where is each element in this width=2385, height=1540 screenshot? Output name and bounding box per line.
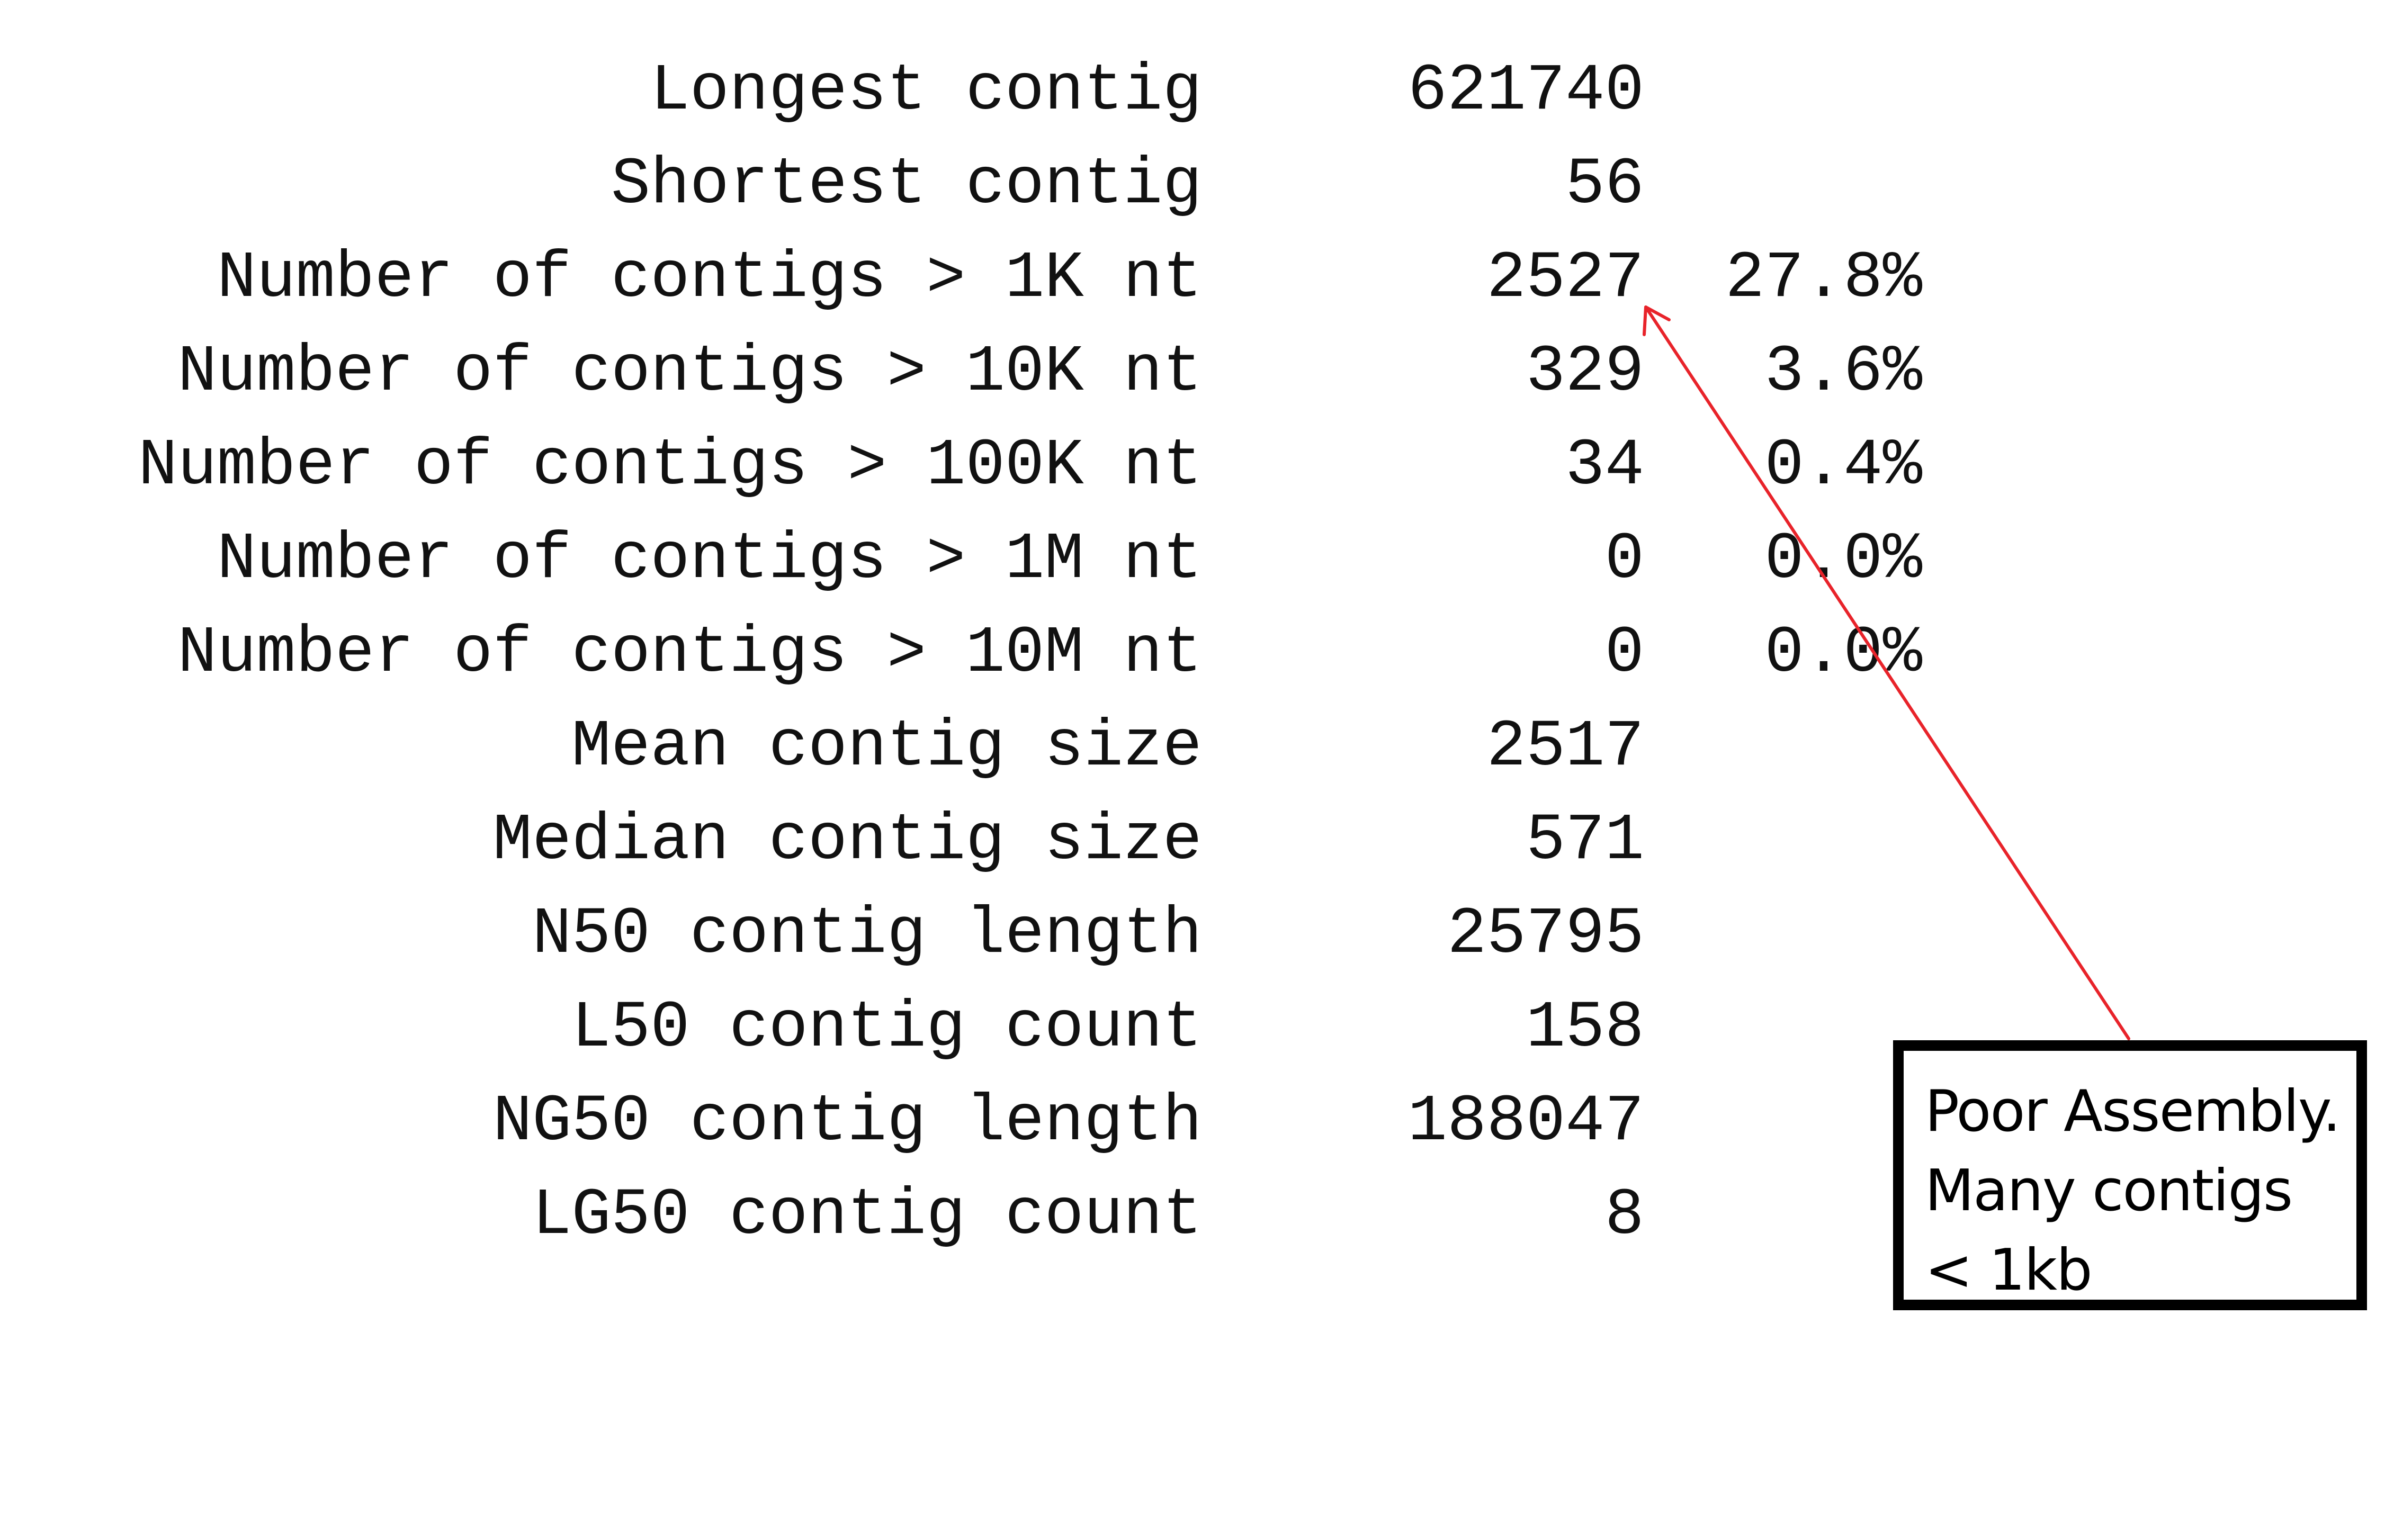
stat-label: Median contig size — [492, 804, 1202, 878]
stat-percent: 0.0% — [1764, 523, 1922, 597]
stat-label: Number of contigs > 1K nt — [217, 242, 1202, 316]
callout-text-line: < 1kb — [1925, 1237, 2093, 1303]
callout-text-line: Poor Assembly. — [1925, 1078, 2341, 1145]
stat-value: 25795 — [1447, 898, 1644, 972]
stat-label: Number of contigs > 1M nt — [217, 523, 1202, 597]
stat-label: L50 contig count — [571, 992, 1202, 1066]
stat-row: N50 contig length 25795 — [0, 888, 1959, 982]
stat-percent: 0.4% — [1764, 429, 1922, 503]
stat-value: 621740 — [1407, 55, 1644, 129]
stat-row: Median contig size 571 — [0, 795, 1959, 888]
stat-label: Mean contig size — [571, 710, 1202, 785]
stat-label: Number of contigs > 10M nt — [177, 617, 1202, 691]
stat-value: 571 — [1526, 804, 1644, 878]
stat-row: Longest contig 621740 — [0, 45, 1959, 139]
stat-label: Shortest contig — [611, 148, 1202, 222]
stat-row: Number of contigs > 10K nt 329 3.6% — [0, 326, 1959, 420]
stat-value: 158 — [1526, 992, 1644, 1066]
stats-table: Longest contig 621740 Shortest contig 56… — [0, 45, 1959, 1263]
stat-value: 329 — [1526, 336, 1644, 410]
stat-label: Number of contigs > 10K nt — [177, 336, 1202, 410]
slide: Longest contig 621740 Shortest contig 56… — [0, 45, 2367, 1310]
stat-percent: 0.0% — [1764, 617, 1922, 691]
callout-text-line: Many contigs — [1925, 1158, 2293, 1224]
stat-row: LG50 contig count 8 — [0, 1169, 1959, 1263]
stat-value: 2517 — [1486, 710, 1644, 785]
stat-value: 8 — [1604, 1179, 1644, 1253]
stat-value: 0 — [1604, 523, 1644, 597]
stat-value: 2527 — [1486, 242, 1644, 316]
stat-row: Mean contig size 2517 — [0, 701, 1959, 795]
stat-row: Number of contigs > 10M nt 0 0.0% — [0, 607, 1959, 701]
stat-value: 0 — [1604, 617, 1644, 691]
stat-row: Number of contigs > 1M nt 0 0.0% — [0, 514, 1959, 607]
stat-row: Number of contigs > 100K nt 34 0.4% — [0, 420, 1959, 514]
stat-row: Number of contigs > 1K nt 2527 27.8% — [0, 232, 1959, 326]
stat-row: NG50 contig length 188047 — [0, 1076, 1959, 1169]
stat-percent: 27.8% — [1725, 242, 1922, 316]
stat-label: N50 contig length — [532, 898, 1202, 972]
callout-box: Poor Assembly. Many contigs < 1kb — [1893, 1040, 2367, 1310]
stat-row: Shortest contig 56 — [0, 139, 1959, 232]
stat-label: LG50 contig count — [532, 1179, 1202, 1253]
stat-row: L50 contig count 158 — [0, 982, 1959, 1076]
stat-value: 56 — [1565, 148, 1644, 222]
stat-percent: 3.6% — [1764, 336, 1922, 410]
stat-label: Number of contigs > 100K nt — [138, 429, 1202, 503]
stat-label: Longest contig — [650, 55, 1202, 129]
stat-value: 188047 — [1407, 1085, 1644, 1159]
stat-label: NG50 contig length — [492, 1085, 1202, 1159]
stat-value: 34 — [1565, 429, 1644, 503]
